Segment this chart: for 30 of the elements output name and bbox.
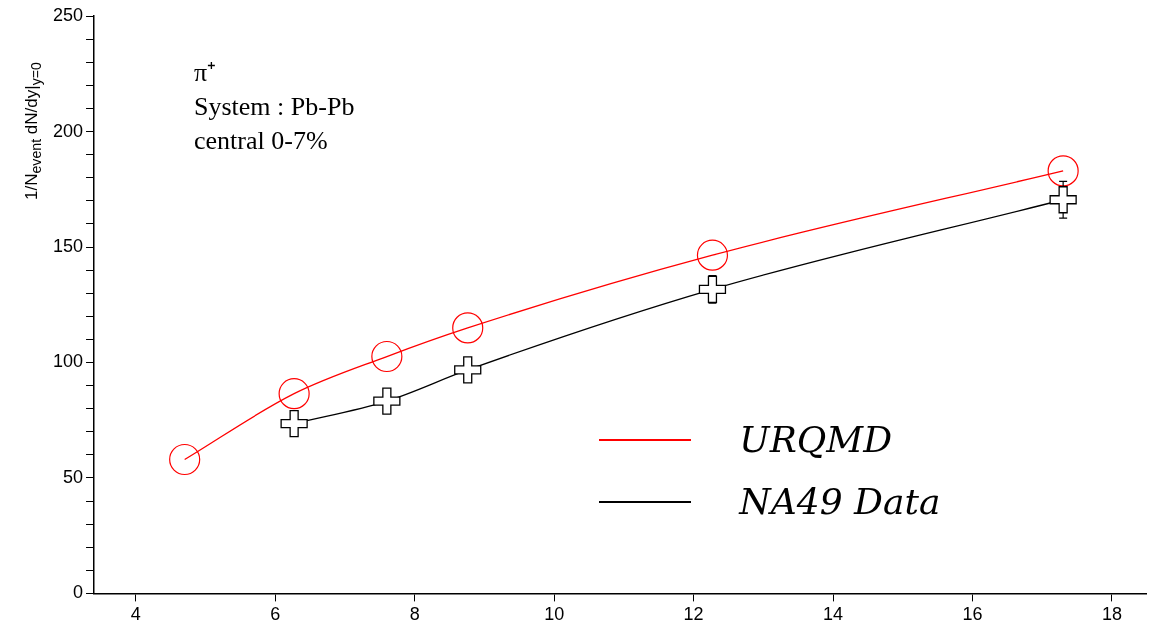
y-tick-label: 0 — [73, 582, 84, 603]
y-tick-label: 200 — [52, 120, 84, 141]
point — [698, 275, 727, 303]
point — [373, 387, 401, 415]
y-tick-label: 50 — [63, 466, 84, 487]
point — [278, 378, 310, 410]
annotation: π⁺ — [194, 57, 218, 90]
x-tick-label: 12 — [683, 604, 704, 625]
point — [696, 239, 729, 271]
y-tick-label: 250 — [52, 5, 84, 26]
x-tick-label: 18 — [1101, 604, 1122, 625]
point — [371, 340, 403, 373]
x-tick-label: 4 — [130, 604, 141, 625]
point — [452, 312, 484, 344]
x-tick-label: 6 — [270, 604, 281, 625]
legend-label: NA49 Data — [739, 481, 941, 523]
x-tick-label: 8 — [409, 604, 420, 625]
x-tick-label: 14 — [823, 604, 844, 625]
legend-label: URQMD — [739, 419, 893, 461]
point — [280, 410, 308, 438]
point — [1049, 186, 1077, 214]
x-tick-label: 16 — [962, 604, 983, 625]
point — [1047, 155, 1079, 187]
annotation: central 0-7% — [194, 125, 329, 158]
point — [169, 443, 201, 476]
y-tick-label: 150 — [52, 236, 84, 257]
x-tick-label: 10 — [544, 604, 565, 625]
point — [454, 356, 482, 384]
y-tick-label: 100 — [52, 351, 84, 372]
annotation: System : Pb-Pb — [194, 91, 355, 124]
